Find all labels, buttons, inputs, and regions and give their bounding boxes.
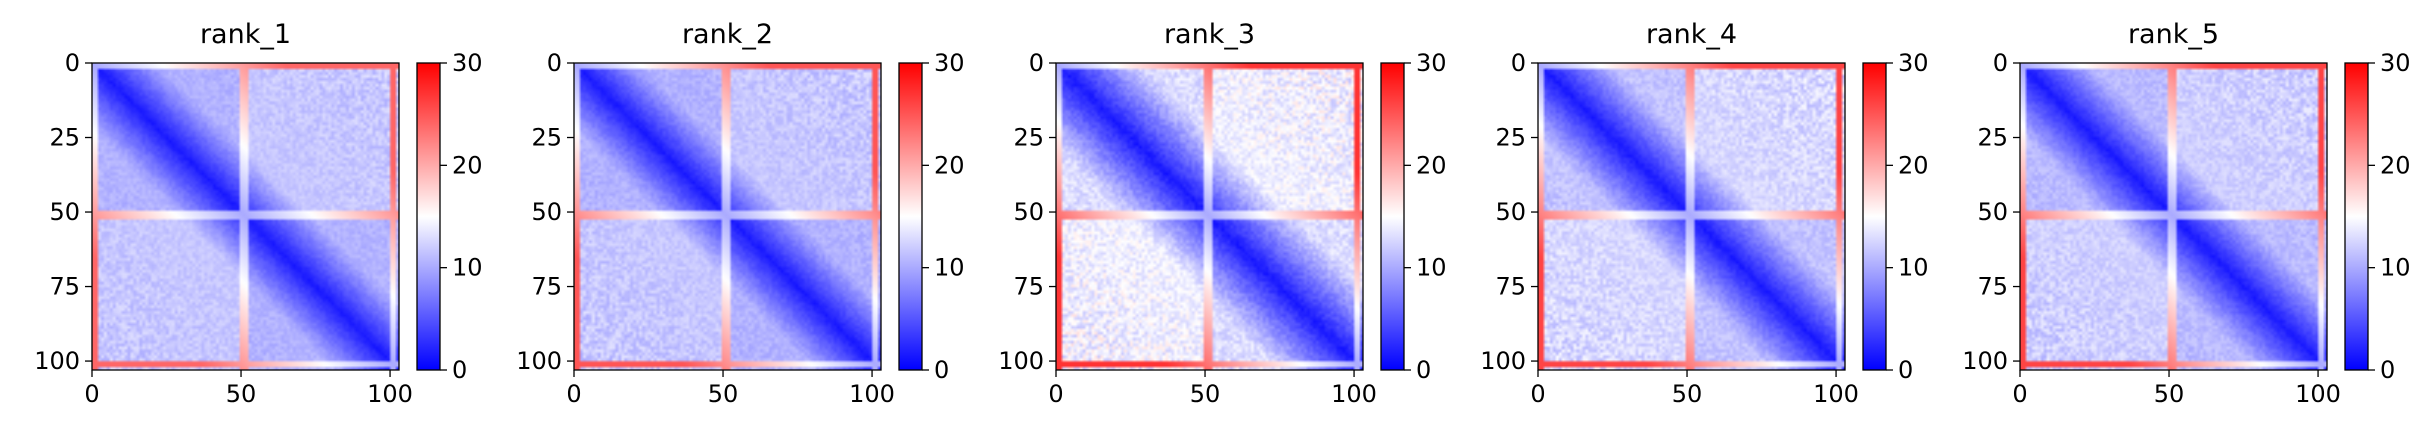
colorbar [1862, 62, 1887, 371]
colorbar-tick-label: 10 [1416, 254, 1447, 282]
y-tick-label: 0 [1029, 49, 1044, 77]
colorbar-tick-label: 0 [934, 356, 949, 384]
x-tick-label: 0 [566, 380, 581, 408]
colorbar-tick-label: 20 [1416, 151, 1447, 179]
x-tick-label: 0 [2012, 380, 2027, 408]
y-tick-label: 100 [34, 347, 80, 375]
colorbar-tick-label: 20 [452, 151, 483, 179]
x-tick-label: 50 [2154, 380, 2185, 408]
y-tick-label: 100 [998, 347, 1044, 375]
colorbar-tick-label: 20 [934, 151, 965, 179]
x-tick-label: 50 [1672, 380, 1703, 408]
colorbar [2344, 62, 2369, 371]
panel-title: rank_3 [1164, 19, 1255, 50]
panel-title: rank_5 [2128, 19, 2219, 50]
x-tick-label: 100 [1813, 380, 1859, 408]
colorbar-tick-label: 0 [1898, 356, 1913, 384]
colorbar-tick-label: 10 [452, 254, 483, 282]
heatmap-image [92, 63, 399, 370]
colorbar-tick-label: 10 [2380, 254, 2411, 282]
y-tick-label: 0 [547, 49, 562, 77]
y-tick-label: 0 [1993, 49, 2008, 77]
colorbar [898, 62, 923, 371]
y-tick-label: 75 [1013, 273, 1044, 301]
y-tick-label: 75 [531, 273, 562, 301]
y-tick-label: 75 [1495, 273, 1526, 301]
y-tick-label: 50 [1013, 198, 1044, 226]
x-tick-label: 100 [1331, 380, 1377, 408]
y-tick-label: 100 [1962, 347, 2008, 375]
y-tick-label: 100 [1480, 347, 1526, 375]
y-tick-label: 50 [531, 198, 562, 226]
heatmap-image [2020, 63, 2327, 370]
y-tick-label: 75 [1977, 273, 2008, 301]
colorbar-tick-label: 30 [1416, 49, 1447, 77]
y-tick-label: 25 [1977, 124, 2008, 152]
y-tick-label: 100 [516, 347, 562, 375]
x-tick-label: 50 [226, 380, 257, 408]
colorbar-tick-label: 10 [934, 254, 965, 282]
heatmap-image [1056, 63, 1363, 370]
y-tick-label: 25 [531, 124, 562, 152]
plot-frame [573, 62, 882, 371]
colorbar [416, 62, 441, 371]
plot-frame [91, 62, 400, 371]
colorbar-tick-label: 20 [1898, 151, 1929, 179]
x-tick-label: 100 [2295, 380, 2341, 408]
y-tick-label: 0 [65, 49, 80, 77]
x-tick-label: 0 [1530, 380, 1545, 408]
colorbar-tick-label: 30 [1898, 49, 1929, 77]
panel-title: rank_2 [682, 19, 773, 50]
x-tick-label: 50 [1190, 380, 1221, 408]
x-tick-label: 100 [849, 380, 895, 408]
colorbar-tick-label: 30 [2380, 49, 2411, 77]
y-tick-label: 50 [1977, 198, 2008, 226]
x-tick-label: 0 [1048, 380, 1063, 408]
x-tick-label: 50 [708, 380, 739, 408]
panel-title: rank_4 [1646, 19, 1737, 50]
y-tick-label: 25 [1495, 124, 1526, 152]
y-tick-label: 50 [49, 198, 80, 226]
colorbar-tick-label: 30 [934, 49, 965, 77]
plot-frame [1055, 62, 1364, 371]
x-tick-label: 0 [84, 380, 99, 408]
colorbar-tick-label: 0 [1416, 356, 1431, 384]
x-tick-label: 100 [367, 380, 413, 408]
plot-frame [2019, 62, 2328, 371]
colorbar-tick-label: 20 [2380, 151, 2411, 179]
colorbar [1380, 62, 1405, 371]
colorbar-tick-label: 30 [452, 49, 483, 77]
y-tick-label: 50 [1495, 198, 1526, 226]
y-tick-label: 75 [49, 273, 80, 301]
y-tick-label: 25 [49, 124, 80, 152]
colorbar-tick-label: 0 [452, 356, 467, 384]
y-tick-label: 0 [1511, 49, 1526, 77]
y-tick-label: 25 [1013, 124, 1044, 152]
panel-title: rank_1 [200, 19, 291, 50]
colorbar-tick-label: 10 [1898, 254, 1929, 282]
plot-frame [1537, 62, 1846, 371]
heatmap-image [1538, 63, 1845, 370]
heatmap-image [574, 63, 881, 370]
colorbar-tick-label: 0 [2380, 356, 2395, 384]
